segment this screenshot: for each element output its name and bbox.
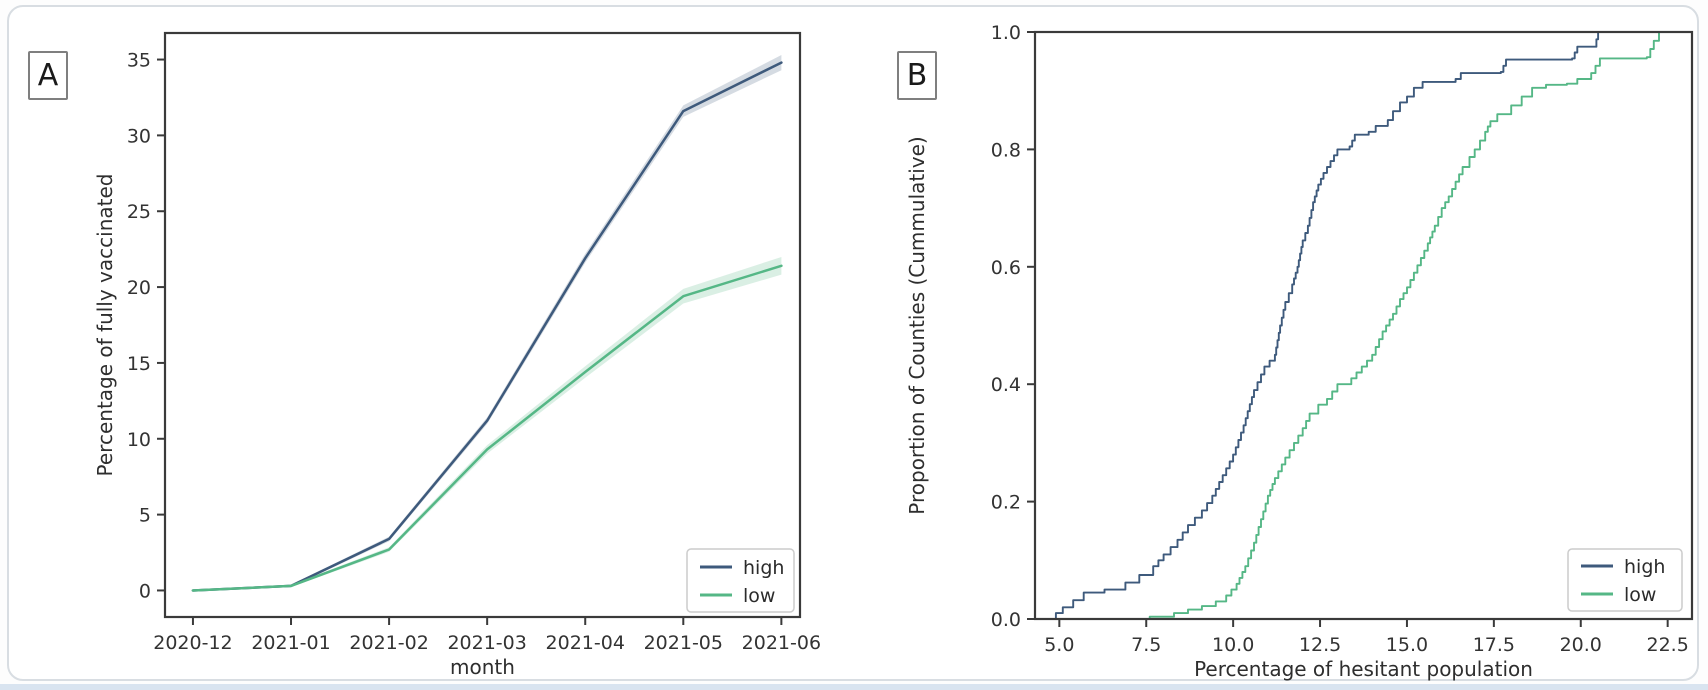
y-tick-label: 10: [127, 429, 151, 451]
series-low-line: [191, 264, 783, 592]
x-tick-label: 5.0: [1044, 634, 1074, 656]
x-tick-label: 2021-04: [546, 632, 625, 654]
x-tick-label: 2021-06: [742, 632, 821, 654]
x-tick-label: 17.5: [1473, 634, 1515, 656]
legend-label-low: low: [743, 585, 775, 607]
series-high-line: [191, 61, 783, 592]
figure-card: [7, 5, 1699, 681]
y-axis-label: Percentage of fully vaccinated: [93, 174, 117, 477]
plot-border: [1033, 30, 1694, 621]
legend: high low: [1567, 548, 1683, 612]
plot-border: [163, 31, 802, 619]
series-low-line: [1124, 31, 1690, 620]
panel-b-label-box: B: [897, 51, 937, 100]
x-tick-label: 2020-12: [153, 632, 232, 654]
y-tick-label: 0.2: [991, 492, 1021, 514]
x-tick-label: 2021-03: [447, 632, 526, 654]
x-tick-label: 20.0: [1560, 634, 1602, 656]
panel-b-letter: B: [906, 58, 928, 93]
y-tick-label: 0.0: [991, 609, 1021, 631]
x-tick-label: 15.0: [1386, 634, 1428, 656]
x-axis-label: Percentage of hesitant population: [1194, 657, 1533, 681]
panel-a-letter: A: [37, 58, 59, 93]
y-tick-label: 0.6: [991, 257, 1021, 279]
y-tick-label: 15: [127, 353, 151, 375]
legend-label-low: low: [1624, 584, 1656, 606]
y-tick-label: 25: [127, 201, 151, 223]
x-tick-label: 2021-05: [644, 632, 723, 654]
x-tick-label: 2021-02: [349, 632, 428, 654]
y-tick-label: 1.0: [991, 22, 1021, 44]
x-tick-label: 7.5: [1131, 634, 1161, 656]
legend-label-high: high: [743, 557, 784, 579]
y-tick-label: 5: [139, 505, 151, 527]
panel-a-chart: 0 5 10 15 20 25 30 35 2020-12 2021-01 2021-02 2021-…: [93, 31, 821, 679]
page-bottom-bar: [0, 684, 1708, 690]
x-tick-label: 10.0: [1212, 634, 1254, 656]
legend-label-high: high: [1624, 556, 1665, 578]
series-high-confidence-band: [192, 55, 782, 592]
x-tick-label: 22.5: [1647, 634, 1689, 656]
y-tick-label: 35: [127, 50, 151, 72]
x-tick-label: 2021-01: [251, 632, 330, 654]
series-high-line: [1037, 31, 1627, 620]
series-low-confidence-band: [192, 257, 782, 592]
y-tick-label: 0: [139, 580, 151, 602]
panel-b-chart: 0.0 0.2 0.4 0.6 0.8 1.0 5.0 7.5 10.0 12.5 15.0 17.5…: [905, 22, 1694, 681]
y-axis-label: Proportion of Counties (Cummulative): [905, 136, 929, 514]
y-tick-label: 0.8: [991, 139, 1021, 161]
y-tick-label: 30: [127, 125, 151, 147]
panel-a-label-box: A: [28, 51, 68, 100]
x-axis-label: month: [450, 655, 515, 679]
y-tick-label: 0.4: [991, 374, 1021, 396]
legend: high low: [686, 548, 795, 613]
x-tick-label: 12.5: [1299, 634, 1341, 656]
y-tick-label: 20: [127, 277, 151, 299]
